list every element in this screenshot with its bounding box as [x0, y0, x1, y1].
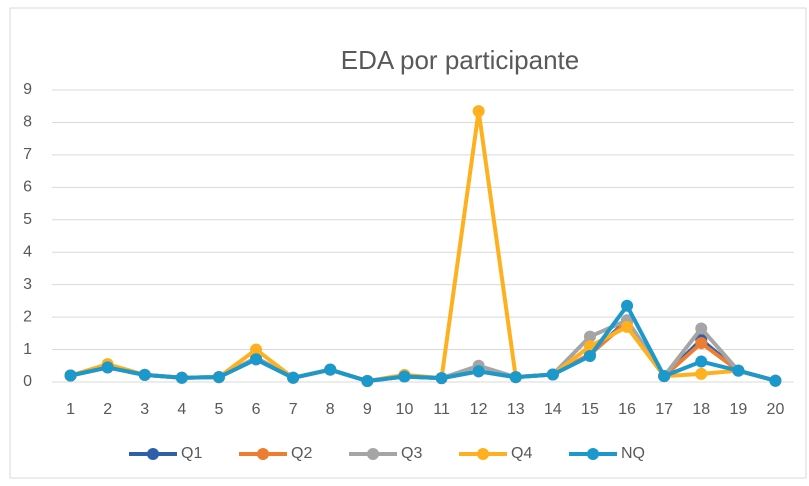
- point: [509, 371, 522, 384]
- point: [175, 371, 188, 384]
- x-tick-label: 16: [618, 401, 636, 418]
- point: [583, 330, 596, 343]
- legend-label: Q3: [401, 445, 422, 462]
- legend-marker: [367, 448, 379, 460]
- point: [695, 367, 708, 380]
- x-tick-label: 11: [433, 401, 450, 418]
- x-tick-label: 8: [326, 401, 335, 418]
- y-tick-label: 3: [23, 276, 32, 293]
- point: [546, 368, 559, 381]
- point: [658, 370, 671, 383]
- y-tick-label: 0: [23, 373, 32, 390]
- x-tick-label: 5: [214, 401, 223, 418]
- legend-label: Q2: [291, 445, 312, 462]
- legend-label: Q4: [511, 445, 532, 462]
- point: [101, 361, 114, 374]
- x-tick-label: 20: [767, 401, 785, 418]
- point: [398, 370, 411, 383]
- y-tick-label: 6: [23, 179, 32, 196]
- point: [472, 365, 485, 378]
- x-tick-label: 12: [470, 401, 488, 418]
- y-tick-label: 9: [23, 81, 32, 98]
- x-tick-label: 6: [252, 401, 261, 418]
- legend-marker: [257, 448, 269, 460]
- point: [695, 322, 708, 335]
- legend-label: Q1: [181, 445, 202, 462]
- x-tick-label: 13: [507, 401, 525, 418]
- chart-frame: [9, 7, 807, 479]
- y-tick-label: 2: [23, 308, 32, 325]
- x-tick-label: 1: [66, 401, 75, 418]
- y-tick-label: 7: [23, 146, 32, 163]
- x-tick-label: 14: [544, 401, 562, 418]
- legend-marker: [477, 448, 489, 460]
- legend-marker: [147, 448, 159, 460]
- point: [138, 368, 151, 381]
- y-tick-label: 8: [23, 114, 32, 131]
- point: [769, 374, 782, 387]
- point: [472, 105, 485, 118]
- point: [361, 375, 374, 388]
- y-tick-label: 1: [23, 341, 32, 358]
- x-tick-label: 19: [729, 401, 747, 418]
- legend-label: NQ: [621, 445, 645, 462]
- point: [583, 350, 596, 363]
- x-tick-label: 15: [581, 401, 599, 418]
- x-tick-label: 2: [103, 401, 112, 418]
- x-tick-label: 17: [655, 401, 673, 418]
- y-tick-label: 4: [23, 243, 32, 260]
- point: [250, 343, 263, 356]
- point: [250, 353, 263, 366]
- x-tick-label: 3: [140, 401, 149, 418]
- x-tick-label: 18: [692, 401, 710, 418]
- x-tick-label: 7: [289, 401, 298, 418]
- chart-title: EDA por participante: [341, 45, 579, 75]
- point: [621, 299, 634, 312]
- point: [212, 371, 225, 384]
- series-line: [70, 303, 776, 384]
- point: [695, 337, 708, 350]
- point: [287, 371, 300, 384]
- point: [64, 369, 77, 382]
- point: [695, 355, 708, 368]
- x-tick-label: 9: [363, 401, 372, 418]
- point: [324, 363, 337, 376]
- x-tick-label: 10: [396, 401, 414, 418]
- x-tick-label: 4: [177, 401, 186, 418]
- point: [732, 364, 745, 377]
- point: [435, 372, 448, 385]
- y-tick-label: 5: [23, 211, 32, 228]
- point: [621, 320, 634, 333]
- legend-marker: [587, 448, 599, 460]
